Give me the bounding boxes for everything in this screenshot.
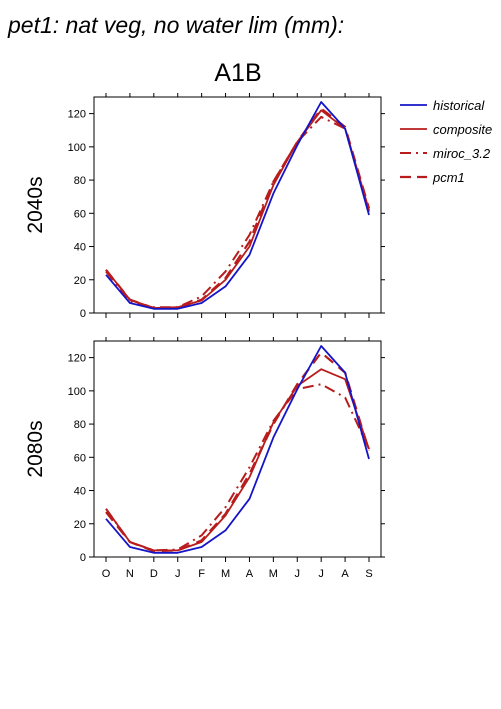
x-tick-label: N	[126, 568, 134, 580]
series-line-miroc-3-2	[105, 115, 370, 309]
y-tick-label: 100	[68, 142, 86, 154]
x-tick-label: M	[269, 568, 278, 580]
series-line-composite	[105, 109, 370, 309]
panel-label: 2080s	[24, 420, 47, 477]
plot-frame	[93, 96, 382, 314]
x-tick-label: F	[198, 568, 205, 580]
x-tick-label: D	[150, 568, 158, 580]
y-tick-label: 40	[74, 242, 86, 254]
legend-label: miroc_3.2	[433, 146, 491, 161]
legend-label: pcm1	[432, 170, 465, 185]
x-tick-label: A	[341, 568, 349, 580]
legend-item: miroc_3.2	[400, 146, 491, 161]
x-tick-label: J	[318, 568, 324, 580]
chart-panel-2: 0 20 40 60 80 100 120 O N D J F M A M J J A S 2080s	[24, 337, 385, 580]
y-tick-label: 120	[68, 109, 86, 121]
x-tick-label: J	[175, 568, 181, 580]
series-line-composite	[105, 368, 370, 552]
figure-title: pet1: nat veg, no water lim (mm):	[7, 12, 344, 38]
y-tick-label: 20	[74, 519, 86, 531]
series-line-pcm1	[105, 351, 371, 553]
series-line-miroc-3-2	[105, 383, 370, 552]
y-tick-label: 0	[80, 552, 86, 564]
plot-frame	[93, 340, 382, 558]
x-tick-label: A	[246, 568, 254, 580]
legend-label: historical	[433, 98, 485, 113]
panel-label: 2040s	[24, 176, 47, 233]
y-tick-label: 60	[74, 452, 86, 464]
x-tick-label: S	[365, 568, 372, 580]
y-tick-label: 80	[74, 175, 86, 187]
legend-item: composite	[400, 122, 492, 137]
legend-label: composite	[433, 122, 492, 137]
legend-item: historical	[400, 98, 485, 113]
legend-item: pcm1	[400, 170, 465, 185]
scenario-label: A1B	[214, 59, 261, 87]
y-tick-label: 0	[80, 308, 86, 320]
y-tick-label: 120	[68, 353, 86, 365]
series-line-historical	[105, 345, 370, 554]
series-line-historical	[105, 101, 370, 310]
y-tick-label: 60	[74, 208, 86, 220]
y-tick-label: 80	[74, 419, 86, 431]
legend: historical composite miroc_3.2 pcm1	[400, 98, 492, 185]
y-tick-label: 100	[68, 386, 86, 398]
series-line-pcm1	[105, 107, 371, 310]
x-tick-label: M	[221, 568, 230, 580]
chart-panel-1: 0 20 40 60 80 100 120 2040s	[24, 93, 385, 320]
x-tick-label: J	[295, 568, 301, 580]
y-tick-label: 40	[74, 486, 86, 498]
y-tick-label: 20	[74, 275, 86, 287]
x-tick-label: O	[102, 568, 111, 580]
panels: 0 20 40 60 80 100 120 2040s 0 20 40 60 80 100 120 O N D J F…	[24, 93, 385, 580]
